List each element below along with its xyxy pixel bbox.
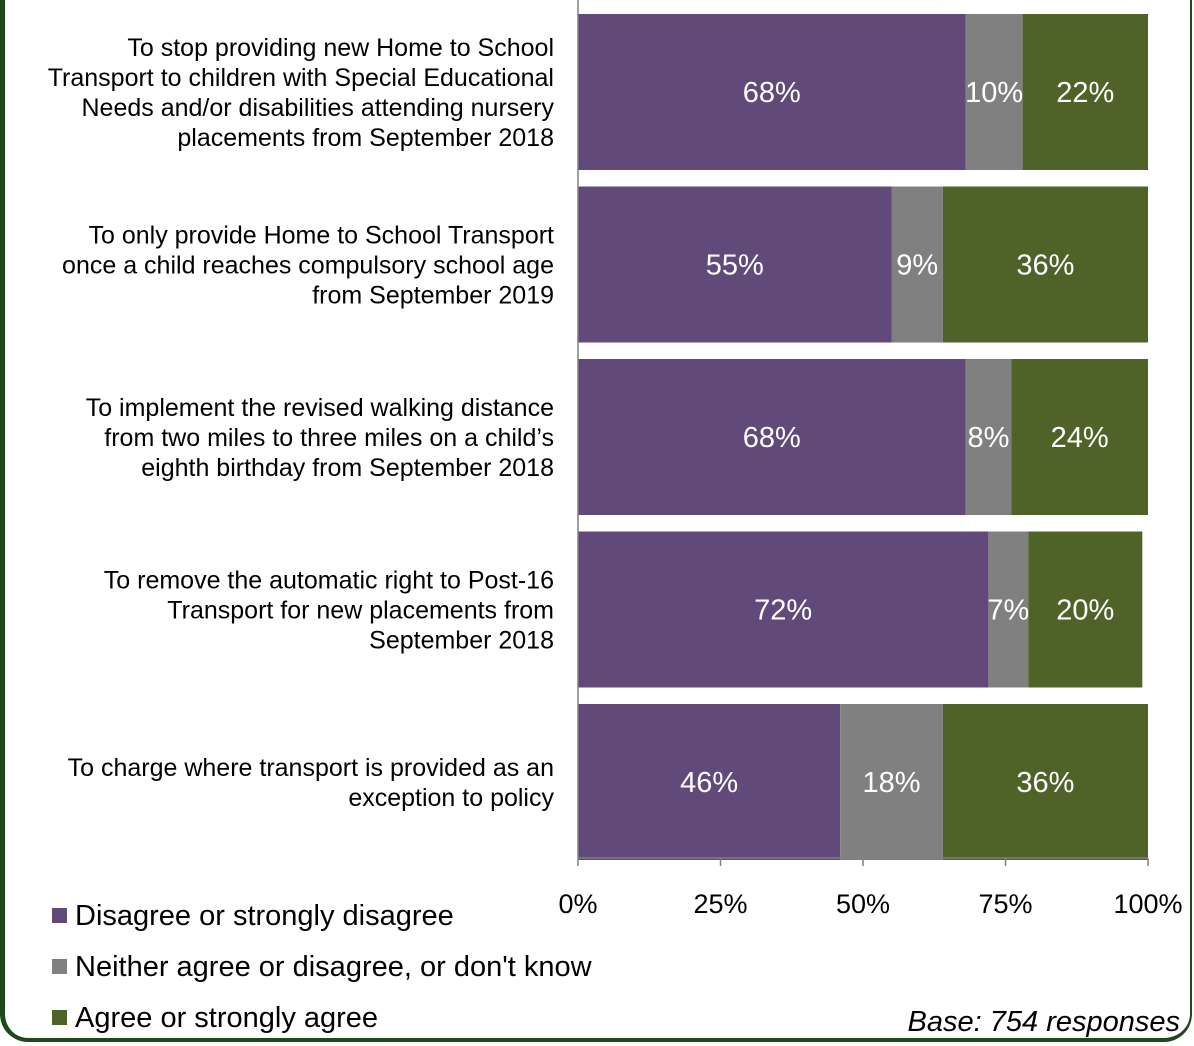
bar-segment <box>578 14 966 170</box>
legend-label: Agree or strongly agree <box>75 1002 379 1034</box>
category-label: To remove the automatic right to Post-16 <box>104 567 554 595</box>
legend-item: Agree or strongly agree <box>52 1002 378 1035</box>
legend-item: Disagree or strongly disagree <box>52 900 454 933</box>
bar-segment <box>578 186 892 343</box>
bar-segment <box>942 186 1148 343</box>
bar-segment <box>965 359 1012 515</box>
legend-item: Neither agree or disagree, or don't know <box>52 951 592 984</box>
data-label: 22% <box>1056 77 1114 109</box>
bar-segment <box>578 704 841 860</box>
x-tick-label: 25% <box>693 889 747 919</box>
bar-segment <box>891 186 943 343</box>
legend-swatch <box>52 1009 67 1025</box>
bar-segment <box>1028 531 1143 688</box>
data-label: 9% <box>896 250 938 282</box>
legend-label: Neither agree or disagree, or don't know <box>75 951 592 983</box>
legend-label: Disagree or strongly disagree <box>75 900 454 932</box>
bar-segment <box>840 704 943 860</box>
data-label: 18% <box>862 767 920 799</box>
data-label: 7% <box>987 595 1029 627</box>
category-label: placements from September 2018 <box>177 124 554 152</box>
bar-segment <box>988 531 1029 688</box>
category-label: once a child reaches compulsory school a… <box>62 252 554 280</box>
category-label: To stop providing new Home to School <box>127 34 554 62</box>
data-label: 10% <box>965 77 1023 109</box>
category-label: from two miles to three miles on a child… <box>104 424 554 452</box>
bar-segment <box>578 359 966 515</box>
category-label: Transport for new placements from <box>167 597 554 625</box>
data-label: 24% <box>1051 422 1109 454</box>
category-label: To only provide Home to School Transport <box>88 222 554 250</box>
data-label: 55% <box>706 250 764 282</box>
category-label: To implement the revised walking distanc… <box>86 394 554 422</box>
data-label: 8% <box>967 422 1009 454</box>
x-tick-label: 75% <box>978 889 1032 919</box>
bar-segment <box>578 531 989 688</box>
x-tick-label: 0% <box>558 889 597 919</box>
data-label: 68% <box>743 422 801 454</box>
category-label: eighth birthday from September 2018 <box>141 454 554 482</box>
category-label: exception to policy <box>348 784 554 812</box>
legend-swatch <box>52 907 67 923</box>
x-tick-label: 100% <box>1113 889 1182 919</box>
category-label: Transport to children with Special Educa… <box>48 64 554 92</box>
category-label: To charge where transport is provided as… <box>68 754 554 782</box>
bar-segment <box>1011 359 1148 515</box>
category-label: Needs and/or disabilities attending nurs… <box>82 94 555 122</box>
data-label: 72% <box>754 595 812 627</box>
bar-segment <box>942 704 1148 860</box>
data-label: 36% <box>1016 250 1074 282</box>
bar-segment <box>1022 14 1148 170</box>
data-label: 36% <box>1016 767 1074 799</box>
category-label: September 2018 <box>369 627 554 655</box>
category-label: from September 2019 <box>312 282 554 310</box>
x-tick-label: 50% <box>836 889 890 919</box>
data-label: 68% <box>743 77 801 109</box>
data-label: 20% <box>1056 595 1114 627</box>
bar-segment <box>965 14 1023 170</box>
legend-swatch <box>52 958 67 974</box>
data-label: 46% <box>680 767 738 799</box>
base-note: Base: 754 responses <box>907 1006 1180 1038</box>
